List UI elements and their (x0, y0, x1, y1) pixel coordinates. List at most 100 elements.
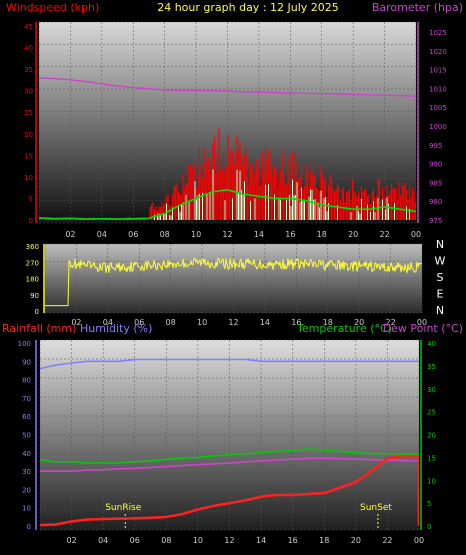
wind-gust-bars (39, 128, 416, 220)
compass-label: N (436, 238, 444, 251)
y-tick-label: 1000 (429, 123, 447, 131)
x-tick-label: 08 (166, 318, 176, 327)
y-tick-label: 70 (22, 395, 31, 403)
x-tick-label: 02 (65, 230, 75, 239)
y-tick-label: 360 (26, 243, 39, 251)
y-tick-label: 10 (22, 505, 31, 513)
y-tick-label: 1025 (429, 29, 447, 37)
y-tick-label: 40 (22, 450, 31, 458)
y-tick-label: 0 (29, 217, 33, 225)
y-tick-label: 995 (429, 142, 442, 150)
dewpoint-line (40, 457, 419, 472)
y-tick-label: 35 (427, 363, 436, 371)
x-tick-label: 20 (351, 536, 361, 545)
temp-humidity-panel: SunRise SunSet 0 10 20 30 40 50 60 70 80 90 100 0 5 1… (18, 339, 436, 545)
y-tick-label: 5 (427, 500, 431, 508)
y-tick-label: 985 (429, 179, 442, 187)
x-tick-label: 18 (319, 536, 329, 545)
y-tick-label: 990 (429, 161, 442, 169)
y-tick-label: 100 (18, 340, 31, 348)
y-tick-label: 40 (24, 45, 33, 53)
barometer-line (39, 77, 416, 97)
x-tick-label: 02 (66, 536, 76, 545)
y-tick-label: 25 (427, 409, 436, 417)
compass-label: E (437, 288, 444, 301)
y-tick-label: 15 (427, 454, 436, 462)
y-tick-label: 10 (24, 174, 33, 182)
sun-annotation: SunRise (105, 503, 142, 513)
y-tick-label: 90 (22, 358, 31, 366)
y-tick-label: 15 (24, 152, 33, 160)
y-tick-label: 270 (26, 259, 39, 267)
wind-direction-line (45, 257, 422, 307)
y-tick-label: 30 (427, 386, 436, 394)
y-tick-label: 1005 (429, 104, 447, 112)
y-tick-label: 20 (24, 131, 33, 139)
y-tick-label: 40 (427, 340, 436, 348)
x-tick-label: 00 (411, 230, 421, 239)
x-tick-label: 10 (191, 230, 201, 239)
x-tick-label: 12 (224, 536, 234, 545)
x-tick-label: 00 (417, 318, 427, 327)
y-tick-label: 25 (24, 109, 33, 117)
x-tick-label: 04 (103, 318, 113, 327)
x-tick-label: 08 (161, 536, 171, 545)
x-tick-label: 22 (385, 318, 395, 327)
x-tick-label: 08 (160, 230, 170, 239)
y-tick-label: 35 (24, 66, 33, 74)
x-tick-label: 02 (71, 318, 81, 327)
dewpoint-axis-title: Dew Point (°C) (383, 322, 463, 335)
y-tick-label: 0 (27, 523, 31, 531)
rainfall-axis-title: Rainfall (mm) (2, 322, 76, 335)
y-tick-label: 10 (427, 477, 436, 485)
humidity-axis-title: Humidity (%) (80, 322, 152, 335)
x-tick-label: 20 (348, 230, 358, 239)
x-tick-label: 00 (414, 536, 424, 545)
y-tick-label: 20 (427, 432, 436, 440)
x-tick-label: 06 (130, 536, 140, 545)
y-tick-label: 80 (22, 377, 31, 385)
x-tick-label: 16 (285, 230, 295, 239)
x-tick-label: 14 (260, 318, 270, 327)
y-tick-label: 980 (429, 198, 442, 206)
x-tick-label: 20 (354, 318, 364, 327)
x-tick-label: 06 (134, 318, 144, 327)
humidity-line (40, 358, 419, 370)
x-tick-label: 22 (382, 536, 392, 545)
x-tick-label: 16 (288, 536, 298, 545)
chart-title: 24 hour graph day : 12 July 2025 (157, 1, 339, 14)
rainfall-line (40, 455, 419, 527)
x-tick-label: 04 (98, 536, 108, 545)
y-tick-label: 30 (24, 88, 33, 96)
y-tick-label: 20 (22, 486, 31, 494)
y-tick-label: 5 (29, 195, 33, 203)
x-tick-label: 10 (193, 536, 203, 545)
y-tick-label: 1010 (429, 85, 447, 93)
y-tick-label: 180 (26, 276, 39, 284)
barometer-axis-title: Barometer (hpa) (372, 1, 463, 14)
x-tick-label: 04 (97, 230, 107, 239)
y-tick-label: 975 (429, 217, 442, 225)
y-tick-label: 45 (24, 23, 33, 31)
compass-label: W (435, 255, 446, 268)
y-tick-label: 0 (35, 308, 39, 316)
y-tick-label: 1020 (429, 48, 447, 56)
y-tick-label: 30 (22, 468, 31, 476)
x-tick-label: 22 (379, 230, 389, 239)
y-tick-label: 1015 (429, 67, 447, 75)
y-tick-label: 90 (30, 292, 39, 300)
x-tick-label: 10 (197, 318, 207, 327)
y-tick-label: 60 (22, 413, 31, 421)
y-tick-label: 0 (427, 523, 431, 531)
x-tick-label: 06 (128, 230, 138, 239)
wind-axis-title: Windspeed (kph) (6, 1, 99, 14)
x-tick-label: 18 (323, 318, 333, 327)
x-tick-label: 12 (228, 318, 238, 327)
x-tick-label: 14 (256, 536, 266, 545)
x-tick-label: 12 (222, 230, 232, 239)
x-tick-label: 16 (291, 318, 301, 327)
windspeed-line (39, 189, 416, 220)
